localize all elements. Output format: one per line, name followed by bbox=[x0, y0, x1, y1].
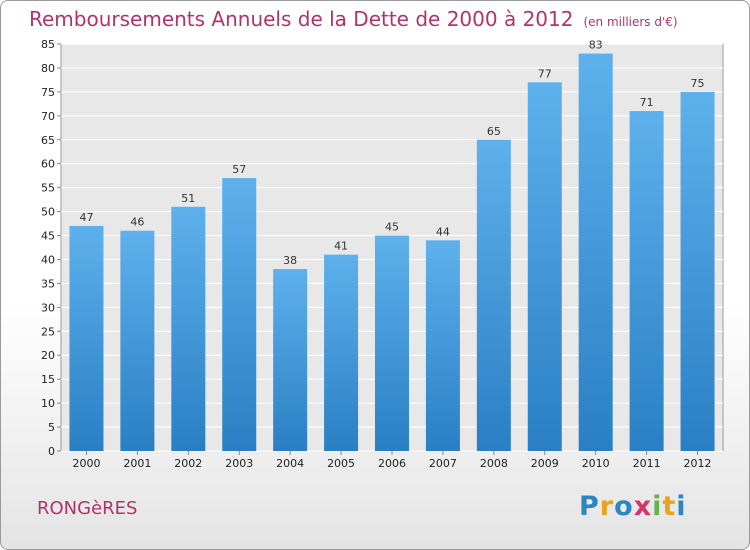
bar bbox=[69, 225, 104, 451]
bar-value-label: 41 bbox=[334, 240, 348, 253]
bar-value-label: 77 bbox=[538, 67, 552, 80]
y-tick-label: 0 bbox=[48, 445, 55, 458]
bar-value-label: 47 bbox=[79, 211, 93, 224]
bar bbox=[578, 53, 613, 451]
bar bbox=[527, 82, 562, 452]
y-tick-label: 55 bbox=[41, 182, 55, 195]
x-tick-label: 2002 bbox=[174, 457, 202, 470]
y-tick-label: 5 bbox=[48, 421, 55, 434]
x-tick-label: 2010 bbox=[582, 457, 610, 470]
y-tick-label: 65 bbox=[41, 134, 55, 147]
bar bbox=[629, 111, 664, 452]
y-axis: 0 5 10 15 20 25 30 35 40 45 50 55 60 65 70 75 80 85 bbox=[41, 38, 61, 458]
bar bbox=[375, 235, 409, 451]
bar-value-label: 44 bbox=[436, 225, 450, 238]
x-tick-label: 2011 bbox=[633, 457, 661, 470]
x-tick-label: 2007 bbox=[429, 457, 457, 470]
x-tick-label: 2005 bbox=[327, 457, 355, 470]
chart-subtitle: (en milliers d'€) bbox=[583, 15, 678, 29]
y-tick-label: 45 bbox=[41, 230, 55, 243]
x-axis: 2000 2001 2002 2003 2004 2005 2006 2007 2008 2009… bbox=[72, 451, 712, 470]
logo-letter: o bbox=[614, 491, 634, 522]
bar-value-label: 71 bbox=[640, 96, 654, 109]
bar bbox=[680, 91, 715, 451]
x-tick-label: 2000 bbox=[72, 457, 100, 470]
y-tick-label: 50 bbox=[41, 206, 55, 219]
logo-letter: x bbox=[633, 491, 653, 522]
logo-letter: t bbox=[662, 491, 677, 522]
y-tick-label: 30 bbox=[41, 301, 55, 314]
y-tick-label: 75 bbox=[41, 86, 55, 99]
x-tick-label: 2004 bbox=[276, 457, 304, 470]
logo-letter: i bbox=[652, 491, 663, 522]
bar-value-label: 57 bbox=[232, 163, 246, 176]
y-tick-label: 40 bbox=[41, 253, 55, 266]
logo-letter: P bbox=[579, 491, 600, 522]
bar bbox=[120, 230, 155, 451]
bar-value-label: 65 bbox=[487, 125, 501, 138]
chart-title-text: Remboursements Annuels de la Dette de 20… bbox=[29, 7, 574, 31]
x-tick-label: 2009 bbox=[531, 457, 559, 470]
y-tick-label: 70 bbox=[41, 110, 55, 123]
x-tick-label: 2008 bbox=[480, 457, 508, 470]
y-tick-label: 10 bbox=[41, 397, 55, 410]
bar bbox=[273, 269, 308, 451]
x-tick-label: 2006 bbox=[378, 457, 406, 470]
y-tick-label: 85 bbox=[41, 38, 55, 51]
bar-value-label: 83 bbox=[589, 39, 603, 52]
x-tick-label: 2003 bbox=[225, 457, 253, 470]
y-tick-label: 25 bbox=[41, 325, 55, 338]
chart-title: Remboursements Annuels de la Dette de 20… bbox=[29, 7, 678, 31]
y-tick-label: 80 bbox=[41, 62, 55, 75]
y-tick-label: 60 bbox=[41, 158, 55, 171]
x-tick-label: 2001 bbox=[123, 457, 151, 470]
y-tick-label: 20 bbox=[41, 349, 55, 362]
bar bbox=[171, 206, 206, 451]
bar bbox=[324, 254, 359, 451]
proxiti-logo: Proxiti bbox=[579, 491, 687, 522]
bars: 47 46 51 57 38 41 45 44 65 77 83 71 75 bbox=[69, 39, 715, 452]
logo-letter: r bbox=[599, 491, 615, 522]
bar-value-label: 45 bbox=[385, 221, 399, 234]
bar-value-label: 75 bbox=[691, 77, 705, 90]
x-tick-label: 2012 bbox=[684, 457, 712, 470]
bar-value-label: 51 bbox=[181, 192, 195, 205]
town-name: RONGèRES bbox=[37, 498, 138, 519]
y-tick-label: 15 bbox=[41, 373, 55, 386]
bar bbox=[476, 139, 511, 451]
bar bbox=[222, 178, 257, 451]
logo-letter: i bbox=[676, 491, 687, 522]
bar bbox=[425, 240, 460, 451]
y-tick-label: 35 bbox=[41, 277, 55, 290]
bar-value-label: 46 bbox=[130, 216, 144, 229]
bar-value-label: 38 bbox=[283, 254, 297, 267]
